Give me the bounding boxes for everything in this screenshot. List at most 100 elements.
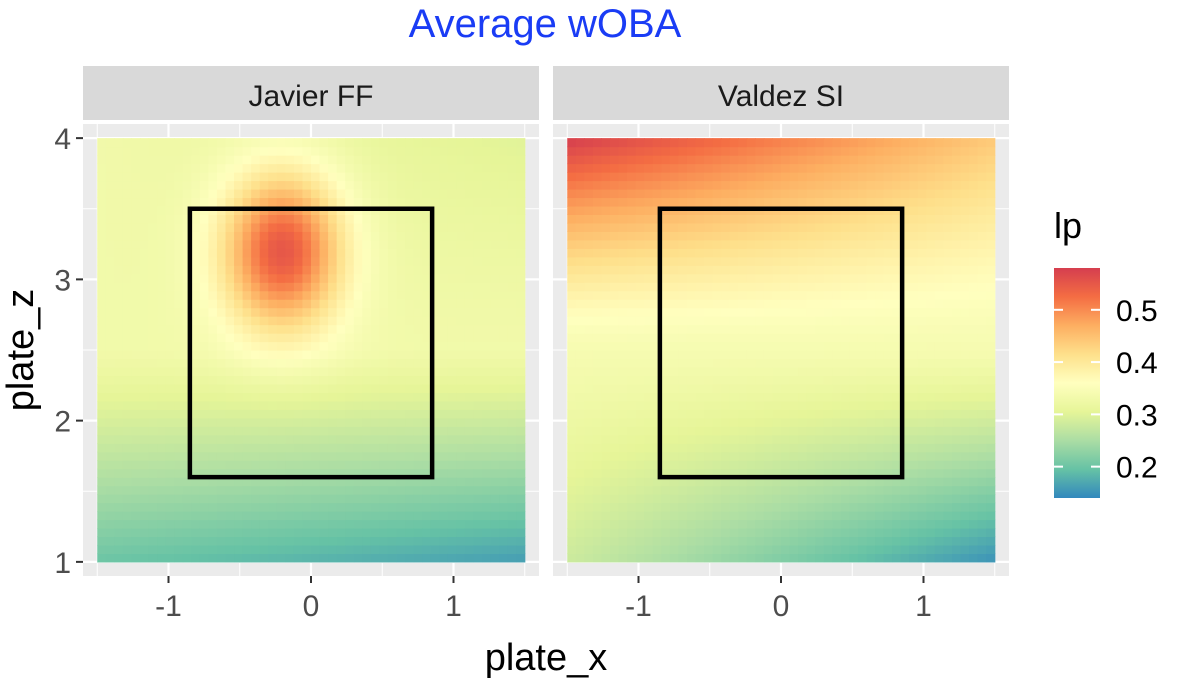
heatmap-tile bbox=[857, 138, 868, 148]
heatmap-tile bbox=[883, 485, 893, 495]
heatmap-tile bbox=[285, 316, 295, 326]
heatmap-tile bbox=[857, 485, 868, 495]
heatmap-tile bbox=[199, 163, 209, 173]
heatmap-tile bbox=[379, 138, 389, 148]
heatmap-tile bbox=[105, 180, 115, 190]
heatmap-tile bbox=[182, 299, 192, 309]
heatmap-tile bbox=[678, 519, 688, 529]
heatmap-tile bbox=[686, 375, 697, 385]
heatmap-tile bbox=[439, 205, 449, 215]
heatmap-tile bbox=[131, 197, 141, 207]
heatmap-tile bbox=[516, 197, 526, 207]
heatmap-tile bbox=[345, 519, 355, 529]
heatmap-tile bbox=[122, 290, 133, 300]
heatmap-tile bbox=[319, 231, 329, 241]
heatmap-tile bbox=[464, 172, 475, 182]
heatmap-tile bbox=[635, 231, 645, 241]
heatmap-tile bbox=[456, 350, 466, 360]
heatmap-tile bbox=[439, 527, 449, 538]
heatmap-tile bbox=[755, 256, 765, 266]
heatmap-tile bbox=[635, 527, 645, 538]
heatmap-tile bbox=[473, 172, 483, 182]
heatmap-tile bbox=[755, 366, 765, 377]
heatmap-tile bbox=[917, 502, 927, 512]
heatmap-tile bbox=[567, 265, 577, 275]
heatmap-tile bbox=[422, 248, 432, 258]
heatmap-tile bbox=[328, 443, 338, 453]
heatmap-tile bbox=[635, 138, 645, 148]
heatmap-tile bbox=[490, 265, 500, 275]
heatmap-tile bbox=[268, 443, 278, 453]
heatmap-tile bbox=[165, 553, 175, 563]
heatmap-tile bbox=[806, 256, 816, 266]
heatmap-tile bbox=[507, 273, 517, 283]
heatmap-tile bbox=[592, 273, 603, 283]
heatmap-tile bbox=[336, 231, 346, 241]
heatmap-tile bbox=[140, 248, 150, 258]
heatmap-tile bbox=[105, 350, 115, 360]
heatmap-tile bbox=[712, 256, 722, 266]
heatmap-tile bbox=[345, 214, 355, 224]
heatmap-tile bbox=[789, 383, 799, 393]
heatmap-tile bbox=[781, 341, 791, 351]
heatmap-tile bbox=[704, 324, 714, 334]
heatmap-tile bbox=[584, 265, 594, 275]
heatmap-tile bbox=[140, 417, 150, 427]
heatmap-tile bbox=[575, 485, 585, 495]
heatmap-tile bbox=[216, 155, 227, 165]
heatmap-tile bbox=[575, 417, 585, 427]
heatmap-tile bbox=[114, 231, 124, 241]
heatmap-tile bbox=[122, 426, 133, 436]
heatmap-tile bbox=[422, 426, 432, 436]
heatmap-tile bbox=[191, 409, 201, 419]
heatmap-tile bbox=[311, 282, 321, 292]
heatmap-tile bbox=[225, 265, 235, 275]
heatmap-tile bbox=[661, 358, 671, 368]
heatmap-tile bbox=[396, 536, 406, 546]
heatmap-tile bbox=[251, 231, 261, 241]
heatmap-tile bbox=[832, 375, 842, 385]
heatmap-tile bbox=[191, 290, 201, 300]
heatmap-tile bbox=[456, 485, 466, 495]
heatmap-tile bbox=[251, 316, 261, 326]
heatmap-tile bbox=[652, 383, 662, 393]
heatmap-tile bbox=[567, 188, 577, 199]
heatmap-tile bbox=[815, 222, 825, 232]
heatmap-tile bbox=[969, 205, 979, 215]
heatmap-tile bbox=[704, 256, 714, 266]
heatmap-tile bbox=[575, 180, 585, 190]
heatmap-tile bbox=[960, 443, 970, 453]
heatmap-tile bbox=[866, 188, 876, 199]
heatmap-tile bbox=[789, 375, 799, 385]
heatmap-tile bbox=[575, 205, 585, 215]
heatmap-tile bbox=[781, 519, 791, 529]
heatmap-tile bbox=[97, 434, 107, 444]
heatmap-tile bbox=[328, 375, 338, 385]
heatmap-tile bbox=[883, 392, 893, 402]
heatmap-tile bbox=[140, 172, 150, 182]
heatmap-tile bbox=[345, 544, 355, 554]
heatmap-tile bbox=[943, 163, 953, 173]
heatmap-tile bbox=[473, 375, 483, 385]
heatmap-tile bbox=[328, 265, 338, 275]
heatmap-tile bbox=[652, 477, 662, 487]
heatmap-tile bbox=[336, 400, 346, 410]
heatmap-tile bbox=[926, 477, 936, 487]
heatmap-tile bbox=[763, 290, 774, 300]
heatmap-tile bbox=[268, 502, 278, 512]
heatmap-tile bbox=[413, 536, 423, 546]
heatmap-tile bbox=[131, 163, 141, 173]
heatmap-tile bbox=[695, 256, 705, 266]
heatmap-tile bbox=[892, 527, 902, 538]
heatmap-tile bbox=[960, 383, 970, 393]
heatmap-tile bbox=[285, 180, 295, 190]
heatmap-tile bbox=[772, 265, 782, 275]
heatmap-tile bbox=[969, 366, 979, 377]
heatmap-tile bbox=[447, 536, 457, 546]
heatmap-tile bbox=[900, 383, 910, 393]
heatmap-tile bbox=[610, 519, 620, 529]
heatmap-tile bbox=[917, 375, 927, 385]
heatmap-tile bbox=[499, 146, 509, 156]
heatmap-tile bbox=[635, 222, 645, 232]
heatmap-tile bbox=[293, 324, 304, 334]
